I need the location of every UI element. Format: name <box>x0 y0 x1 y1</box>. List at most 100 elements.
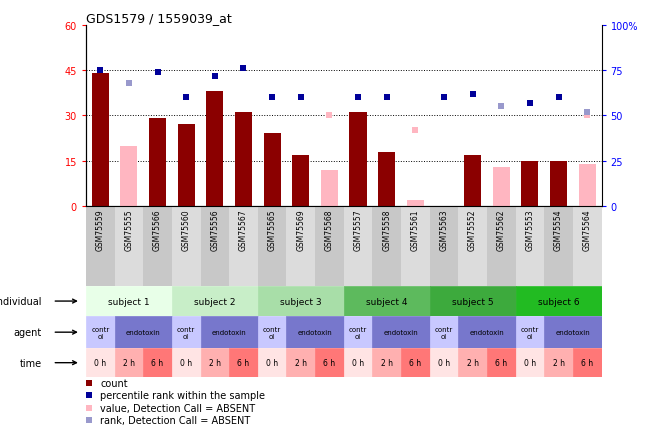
Text: GSM75563: GSM75563 <box>440 209 448 250</box>
Text: subject 6: subject 6 <box>538 297 579 306</box>
Bar <box>544 316 602 349</box>
Bar <box>378 152 395 206</box>
Text: endotoxin: endotoxin <box>126 329 161 335</box>
Bar <box>573 206 602 286</box>
Bar <box>172 349 200 377</box>
Text: 2 h: 2 h <box>553 358 564 367</box>
Bar <box>372 349 401 377</box>
Text: 0 h: 0 h <box>266 358 278 367</box>
Text: GSM75554: GSM75554 <box>554 209 563 250</box>
Text: contr
ol: contr ol <box>91 326 109 339</box>
Bar <box>86 349 114 377</box>
Bar <box>401 349 430 377</box>
Text: GSM75559: GSM75559 <box>96 209 104 250</box>
Bar <box>114 206 143 286</box>
Text: 2 h: 2 h <box>209 358 221 367</box>
Bar <box>458 316 516 349</box>
Bar <box>86 206 114 286</box>
Text: 6 h: 6 h <box>151 358 164 367</box>
Bar <box>372 316 430 349</box>
Bar <box>200 316 258 349</box>
Text: GSM75558: GSM75558 <box>382 209 391 250</box>
Text: GSM75567: GSM75567 <box>239 209 248 250</box>
Bar <box>544 206 573 286</box>
Bar <box>200 206 229 286</box>
Bar <box>492 167 510 206</box>
Text: GSM75569: GSM75569 <box>296 209 305 250</box>
Bar <box>344 349 372 377</box>
Bar <box>120 146 137 206</box>
Text: 2 h: 2 h <box>123 358 135 367</box>
Text: rank, Detection Call = ABSENT: rank, Detection Call = ABSENT <box>100 415 251 425</box>
Text: individual: individual <box>0 296 42 306</box>
Text: percentile rank within the sample: percentile rank within the sample <box>100 391 265 401</box>
Text: endotoxin: endotoxin <box>469 329 504 335</box>
Text: 6 h: 6 h <box>323 358 336 367</box>
Text: subject 4: subject 4 <box>366 297 407 306</box>
Text: contr
ol: contr ol <box>177 326 195 339</box>
Bar <box>430 286 516 316</box>
Bar <box>430 316 458 349</box>
Text: 0 h: 0 h <box>180 358 192 367</box>
Bar <box>92 74 109 206</box>
Text: subject 5: subject 5 <box>452 297 493 306</box>
Bar <box>149 119 166 206</box>
Text: 0 h: 0 h <box>524 358 536 367</box>
Bar <box>516 349 544 377</box>
Text: 6 h: 6 h <box>581 358 594 367</box>
Text: GSM75564: GSM75564 <box>583 209 592 250</box>
Bar <box>372 206 401 286</box>
Text: GDS1579 / 1559039_at: GDS1579 / 1559039_at <box>86 12 231 25</box>
Bar <box>114 349 143 377</box>
Bar <box>344 286 430 316</box>
Text: GSM75562: GSM75562 <box>497 209 506 250</box>
Bar <box>258 286 344 316</box>
Bar <box>550 161 567 206</box>
Bar <box>430 206 458 286</box>
Text: endotoxin: endotoxin <box>212 329 247 335</box>
Text: 2 h: 2 h <box>381 358 393 367</box>
Bar <box>286 316 344 349</box>
Bar <box>172 206 200 286</box>
Text: subject 1: subject 1 <box>108 297 149 306</box>
Bar <box>258 206 286 286</box>
Text: GSM75561: GSM75561 <box>411 209 420 250</box>
Text: 0 h: 0 h <box>438 358 450 367</box>
Bar <box>401 206 430 286</box>
Text: endotoxin: endotoxin <box>383 329 418 335</box>
Text: 6 h: 6 h <box>495 358 508 367</box>
Text: 0 h: 0 h <box>352 358 364 367</box>
Text: contr
ol: contr ol <box>435 326 453 339</box>
Bar <box>487 206 516 286</box>
Bar <box>430 349 458 377</box>
Bar <box>178 125 195 206</box>
Text: 6 h: 6 h <box>237 358 250 367</box>
Bar <box>258 349 286 377</box>
Bar <box>172 286 258 316</box>
Bar <box>143 349 172 377</box>
Bar <box>522 161 539 206</box>
Text: 2 h: 2 h <box>467 358 479 367</box>
Bar <box>292 155 309 206</box>
Bar <box>172 316 200 349</box>
Text: value, Detection Call = ABSENT: value, Detection Call = ABSENT <box>100 403 256 413</box>
Bar <box>315 206 344 286</box>
Bar <box>86 316 114 349</box>
Text: GSM75560: GSM75560 <box>182 209 190 250</box>
Text: count: count <box>100 378 128 388</box>
Bar <box>229 206 258 286</box>
Bar <box>315 349 344 377</box>
Text: subject 2: subject 2 <box>194 297 235 306</box>
Bar <box>578 164 596 206</box>
Bar <box>206 92 223 206</box>
Text: 6 h: 6 h <box>409 358 422 367</box>
Bar <box>516 206 544 286</box>
Text: contr
ol: contr ol <box>263 326 281 339</box>
Text: agent: agent <box>14 327 42 337</box>
Bar <box>516 286 602 316</box>
Text: GSM75566: GSM75566 <box>153 209 162 250</box>
Text: GSM75555: GSM75555 <box>124 209 134 250</box>
Bar <box>321 170 338 206</box>
Bar <box>458 206 487 286</box>
Text: GSM75557: GSM75557 <box>354 209 362 250</box>
